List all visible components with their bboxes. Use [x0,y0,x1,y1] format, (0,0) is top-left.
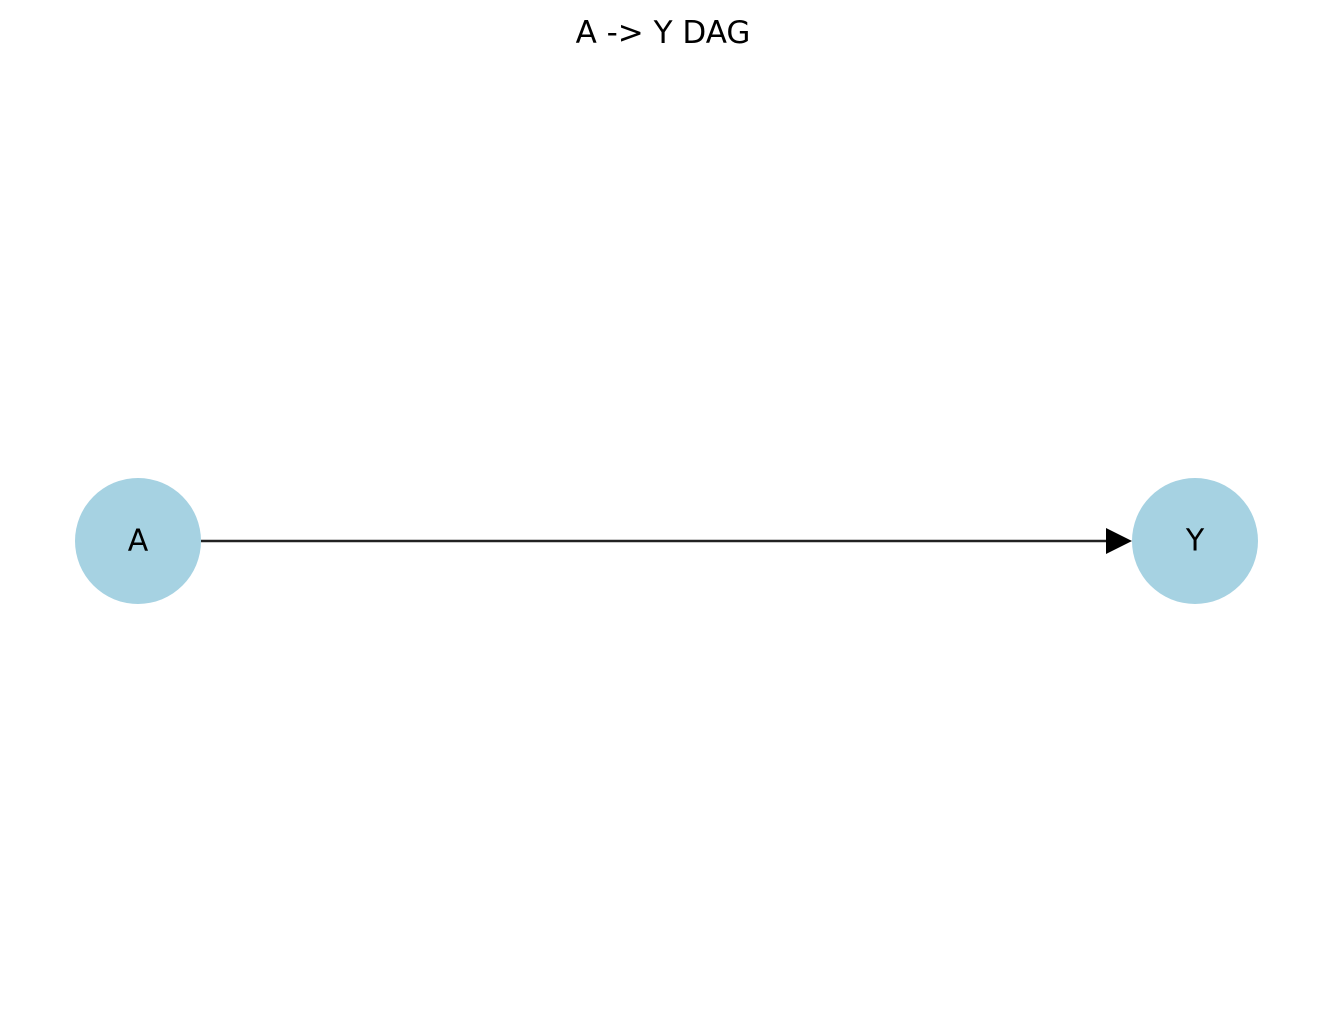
node-y-circle [1132,478,1258,604]
node-a-circle [75,478,201,604]
diagram-title: A -> Y DAG [575,15,751,51]
node-y-label: Y [1185,524,1205,559]
node-a-label: A [128,524,149,559]
node-a: A [75,478,201,604]
edge-a-to-y [201,528,1132,554]
arrowhead-icon [1106,528,1132,554]
node-y: Y [1132,478,1258,604]
